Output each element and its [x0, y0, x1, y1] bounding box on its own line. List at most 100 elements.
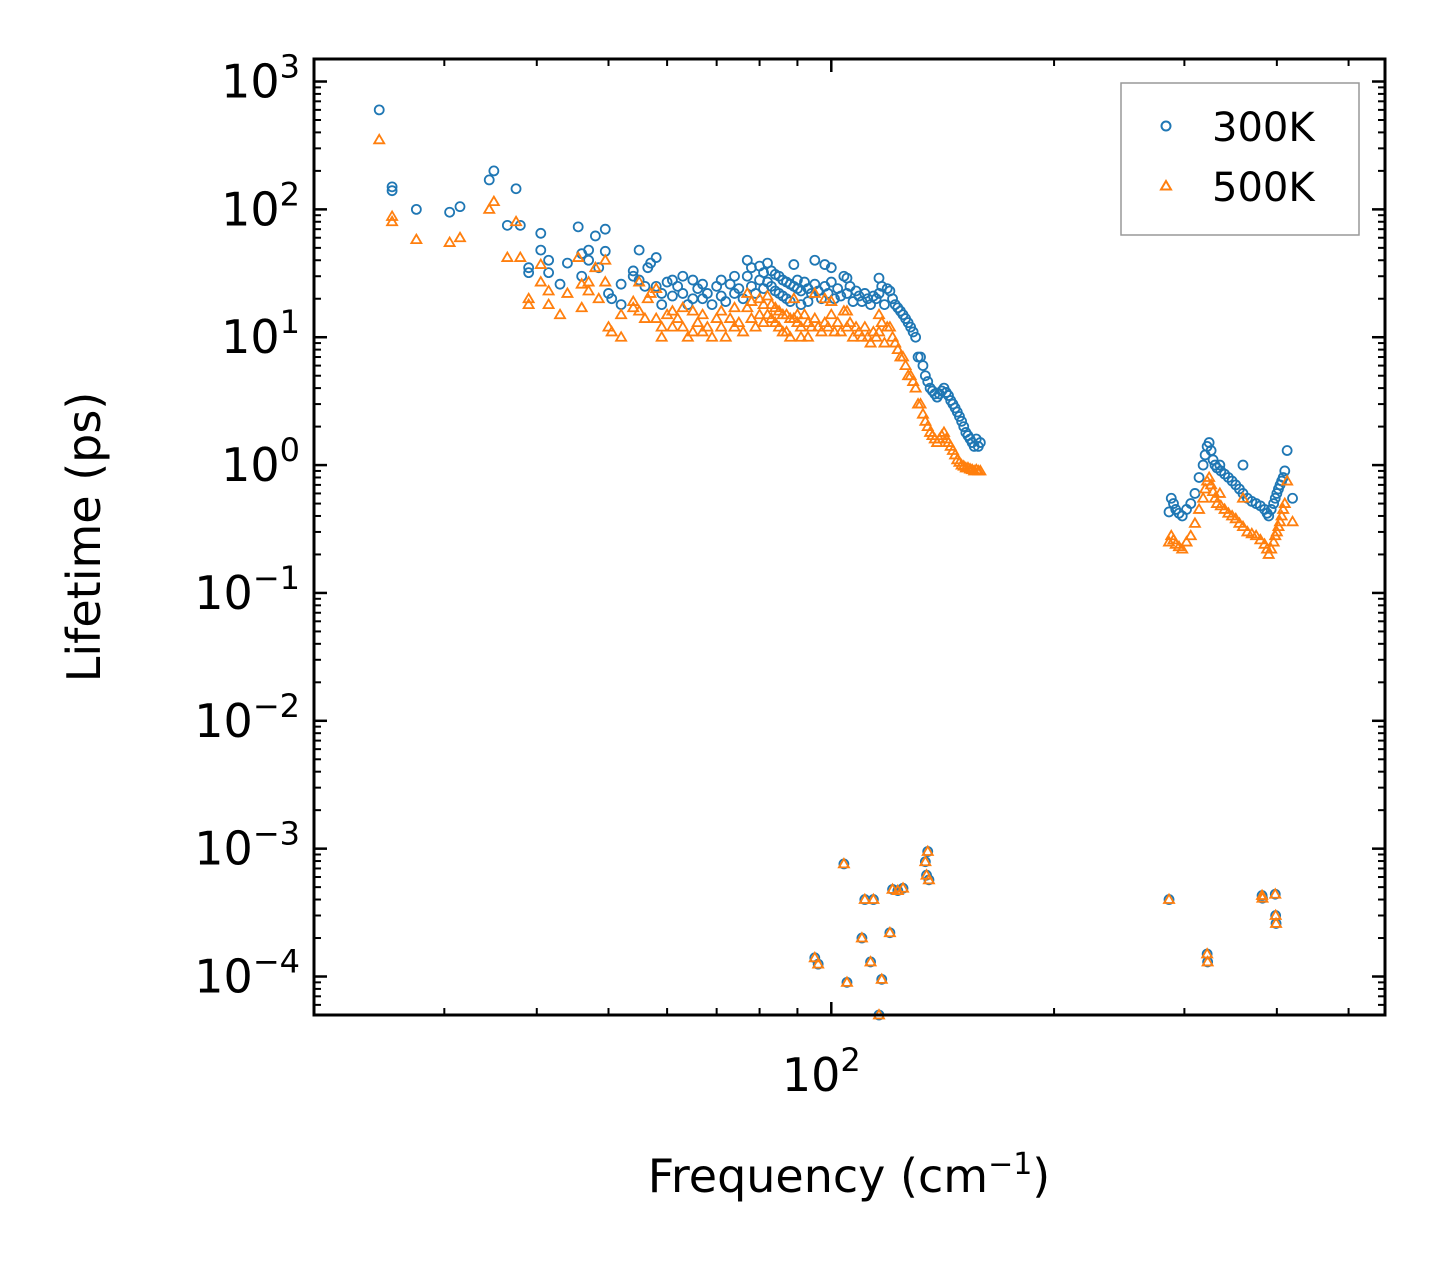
- data-point-300k: [386, 185, 398, 197]
- data-point-500k: [534, 275, 548, 287]
- data-point-300k: [733, 283, 745, 295]
- data-point-500k: [855, 931, 869, 943]
- data-point-500k: [752, 307, 767, 320]
- data-point-500k: [1229, 512, 1243, 524]
- data-point-500k: [863, 955, 878, 967]
- data-point-500k: [827, 325, 842, 337]
- data-point-500k: [973, 464, 987, 476]
- data-point-300k: [1197, 459, 1209, 471]
- data-point-500k: [686, 325, 700, 337]
- data-point-500k: [846, 330, 860, 342]
- data-point-500k: [877, 336, 892, 348]
- data-point-500k: [676, 300, 690, 313]
- data-point-300k: [454, 201, 466, 213]
- data-point-500k: [898, 358, 913, 370]
- data-point-500k: [794, 330, 808, 342]
- data-point-300k: [825, 262, 837, 274]
- data-point-300k: [922, 376, 934, 387]
- data-point-500k: [443, 235, 457, 247]
- data-point-500k: [385, 209, 399, 221]
- legend-marker-500k: [1159, 179, 1173, 191]
- data-point-500k: [700, 320, 714, 332]
- data-point-500k: [1268, 887, 1282, 899]
- y-tick-label: 102: [221, 175, 300, 236]
- data-point-500k: [831, 315, 845, 328]
- data-point-300k: [535, 227, 547, 239]
- data-point-500k: [1275, 509, 1289, 521]
- data-point-500k: [598, 253, 612, 265]
- data-point-500k: [372, 133, 386, 145]
- data-point-300k: [1165, 492, 1177, 504]
- data-point-500k: [740, 300, 754, 313]
- data-point-500k: [1249, 528, 1263, 541]
- data-point-500k: [896, 881, 910, 893]
- data-point-300k: [410, 203, 422, 215]
- data-point-500k: [843, 315, 857, 328]
- data-point-300k: [741, 270, 753, 282]
- major-ticks: [314, 59, 1385, 1015]
- data-point-300k: [697, 278, 708, 290]
- data-point-300k: [386, 181, 398, 193]
- data-point-300k: [593, 262, 605, 274]
- data-point-500k: [818, 291, 832, 304]
- data-point-500k: [783, 330, 797, 342]
- data-point-300k: [1287, 492, 1298, 504]
- data-point-300k: [919, 370, 931, 382]
- data-point-500k: [1236, 491, 1250, 503]
- data-point-300k: [876, 280, 888, 292]
- data-point-500k: [821, 320, 835, 332]
- data-point-500k: [1202, 470, 1216, 482]
- data-point-300k: [483, 174, 495, 186]
- data-point-500k: [542, 284, 556, 296]
- legend: 300K 500K: [1120, 82, 1360, 236]
- data-point-300k: [720, 296, 732, 307]
- data-point-500k: [764, 311, 778, 323]
- data-point-500k: [740, 286, 754, 298]
- data-point-500k: [714, 320, 728, 332]
- data-point-500k: [1267, 535, 1281, 547]
- data-point-500k: [655, 330, 669, 342]
- data-point-500k: [885, 330, 900, 342]
- y-tick-label-exponent: 0: [280, 431, 300, 469]
- data-point-300k: [825, 276, 837, 288]
- y-tick-label-base: 10: [194, 566, 253, 620]
- data-point-500k: [671, 311, 685, 323]
- data-point-500k: [592, 291, 606, 304]
- y-tick-label: 10−1: [194, 559, 300, 620]
- data-point-300k: [572, 221, 584, 233]
- data-point-500k: [588, 260, 602, 273]
- data-point-500k: [638, 311, 652, 323]
- data-point-500k: [760, 307, 775, 320]
- data-point-500k: [1278, 496, 1292, 508]
- y-tick-label: 10−4: [194, 943, 300, 1004]
- data-point-300k: [1269, 492, 1281, 504]
- data-point-500k: [513, 250, 527, 262]
- data-point-500k: [872, 307, 886, 320]
- data-point-500k: [560, 286, 574, 298]
- data-point-500k: [641, 291, 655, 304]
- data-point-500k: [1264, 542, 1278, 554]
- data-point-500k: [614, 330, 628, 342]
- data-point-300k: [910, 331, 922, 343]
- data-point-300k: [687, 274, 699, 286]
- data-point-300k: [562, 257, 573, 269]
- x-axis-label: Frequency (cm−1): [648, 1147, 1051, 1203]
- data-point-300k: [589, 230, 601, 242]
- data-point-500k: [811, 957, 825, 969]
- y-tick-label-base: 10: [221, 310, 280, 364]
- data-point-300k: [873, 288, 885, 299]
- y-tick-label: 100: [221, 431, 300, 492]
- legend-box: [1120, 82, 1360, 236]
- data-point-300k: [583, 254, 595, 266]
- data-point-300k: [1263, 510, 1275, 522]
- data-point-300k: [1189, 488, 1201, 499]
- data-point-300k: [488, 165, 500, 177]
- y-tick-label: 10−2: [194, 687, 300, 748]
- x-tick-label-exponent: 2: [840, 1041, 860, 1079]
- data-point-300k: [510, 183, 522, 195]
- data-point-500k: [681, 330, 695, 342]
- data-point-500k: [891, 883, 905, 895]
- data-point-500k: [1201, 955, 1215, 967]
